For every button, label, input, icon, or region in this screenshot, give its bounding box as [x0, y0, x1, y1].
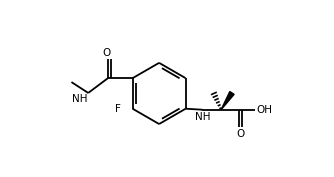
Text: O: O — [102, 48, 111, 58]
Polygon shape — [221, 92, 234, 110]
Text: OH: OH — [256, 105, 272, 115]
Text: F: F — [115, 104, 121, 114]
Text: NH: NH — [72, 94, 87, 104]
Text: O: O — [236, 129, 244, 139]
Text: NH: NH — [195, 112, 210, 122]
